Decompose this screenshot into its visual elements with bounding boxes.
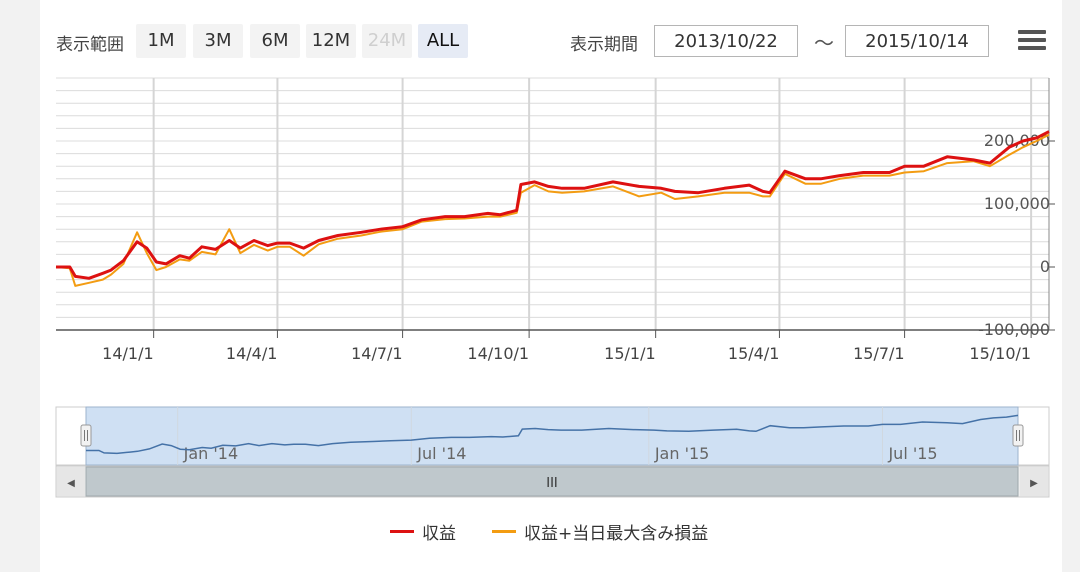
legend-swatch-profit-max-unrealized <box>492 529 516 533</box>
navigator-axis-label: Jul '15 <box>887 444 937 463</box>
navigator-axis-label: Jan '15 <box>654 444 710 463</box>
legend-swatch-profit <box>390 529 414 533</box>
x-tick-label: 15/1/1 <box>604 344 656 363</box>
navigator-axis-label: Jan '14 <box>183 444 239 463</box>
chart-legend: 収益 収益+当日最大含み損益 <box>0 516 1080 546</box>
x-axis: 14/1/1 14/4/1 14/7/1 14/10/1 15/1/1 15/4/1 15/… <box>102 330 1032 363</box>
y-tick-label: 100,000 <box>984 194 1050 213</box>
scrollbar-right-arrow[interactable]: ▶ <box>1020 467 1048 496</box>
navigator[interactable]: Jan '14 Jul '14 Jan '15 Jul '15 III ◀ ▶ <box>55 406 1050 498</box>
range-selector-toolbar: 表示範囲 1M 3M 6M 12M 24M ALL 表示期間 2013/10/2… <box>0 0 1080 80</box>
navigator-axis-label: Jul '14 <box>416 444 466 463</box>
y-tick-label: 200,000 <box>984 131 1050 150</box>
zoom-12m-button[interactable]: 12M <box>306 24 356 58</box>
scrollbar-grip-icon: III <box>546 476 558 491</box>
x-tick-label: 15/4/1 <box>728 344 780 363</box>
hamburger-menu-icon[interactable] <box>1018 30 1046 54</box>
period-label: 表示期間 <box>570 35 638 55</box>
right-arrow-icon: ▶ <box>1030 478 1038 489</box>
navigator-selection <box>85 406 1019 466</box>
chart-gridlines <box>56 77 1050 331</box>
zoom-6m-button[interactable]: 6M <box>250 24 300 58</box>
series-line-profit-max-unrealized <box>55 133 1050 287</box>
x-tick-label: 14/1/1 <box>102 344 154 363</box>
x-tick-label: 14/10/1 <box>467 344 529 363</box>
left-arrow-icon: ◀ <box>67 478 75 489</box>
legend-item-profit-max-unrealized[interactable]: 収益+当日最大含み損益 <box>492 516 708 546</box>
zoom-24m-button: 24M <box>362 24 412 58</box>
scrollbar-right-button <box>1020 467 1048 496</box>
range-label: 表示範囲 <box>56 35 124 55</box>
navigator-handle-left[interactable] <box>80 424 92 447</box>
zoom-all-button[interactable]: ALL <box>418 24 468 58</box>
y-tick-label: -100,000 <box>978 320 1050 339</box>
zoom-1m-button[interactable]: 1M <box>136 24 186 58</box>
scrollbar-thumb <box>85 466 1019 497</box>
zoom-3m-button[interactable]: 3M <box>193 24 243 58</box>
x-tick-label: 14/7/1 <box>351 344 403 363</box>
x-tick-label: 15/10/1 <box>969 344 1031 363</box>
legend-label-profit: 収益 <box>422 523 456 544</box>
x-tick-label: 14/4/1 <box>226 344 278 363</box>
navigator-scrollbar[interactable]: III ◀ ▶ <box>55 465 1050 498</box>
y-tick-label: 0 <box>1040 257 1050 276</box>
plot-series <box>55 130 1050 287</box>
y-axis: -100,000 0 100,000 200,000 <box>978 131 1055 339</box>
series-line-profit <box>56 130 1050 280</box>
date-to-input[interactable]: 2015/10/14 <box>845 25 989 57</box>
date-from-input[interactable]: 2013/10/22 <box>654 25 798 57</box>
scrollbar-left-button <box>57 467 85 496</box>
range-separator: ～ <box>814 31 834 55</box>
legend-label-profit-max-unrealized: 収益+当日最大含み損益 <box>524 523 709 544</box>
navigator-series-line <box>86 414 1019 455</box>
navigator-handle-right-grip <box>1012 424 1024 447</box>
x-tick-label: 15/7/1 <box>853 344 905 363</box>
scrollbar-left-arrow[interactable]: ◀ <box>57 467 85 496</box>
navigator-handle-left-grip <box>80 424 92 447</box>
navigator-handle-right[interactable] <box>1012 424 1024 447</box>
legend-item-profit[interactable]: 収益 <box>390 516 456 546</box>
